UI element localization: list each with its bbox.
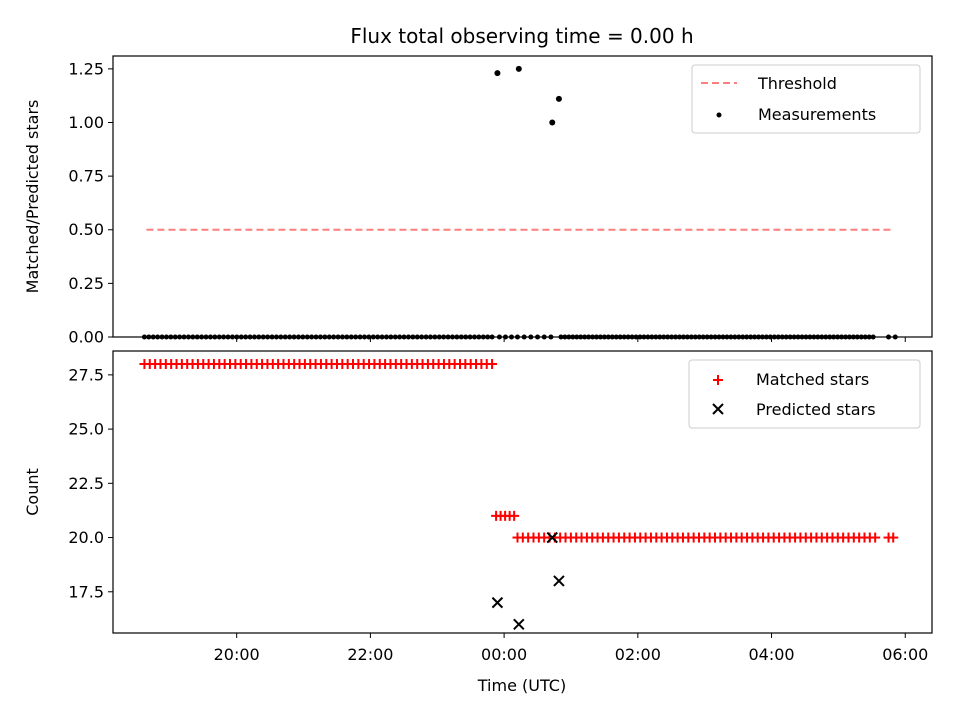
legend-measurement-dot-icon xyxy=(716,112,722,118)
bottom-y-tick-label: 20.0 xyxy=(68,528,104,547)
measurement-point xyxy=(515,65,522,72)
top-y-axis-label: Matched/Predicted stars xyxy=(23,100,42,294)
bottom-legend-box xyxy=(688,359,921,429)
top-y-tick-label: 0.75 xyxy=(68,167,104,186)
top-legend-box xyxy=(691,64,921,134)
legend-threshold-label: Threshold xyxy=(757,74,837,93)
bottom-y-tick-label: 17.5 xyxy=(68,582,104,601)
measurement-point xyxy=(555,95,562,102)
measurement-point xyxy=(494,70,501,77)
top-y-tick-label: 0.25 xyxy=(68,274,104,293)
legend-measurements-label: Measurements xyxy=(758,105,876,124)
x-tick-label: 06:00 xyxy=(882,645,928,664)
bottom-legend: Matched stars Predicted stars xyxy=(688,359,921,429)
top-y-tick-label: 0.00 xyxy=(68,328,104,347)
top-x-axis xyxy=(236,337,906,342)
bottom-y-axis-label: Count xyxy=(23,468,42,516)
bottom-y-tick-label: 22.5 xyxy=(68,474,104,493)
legend-matched-label: Matched stars xyxy=(756,370,869,389)
top-y-tick-label: 0.50 xyxy=(68,220,104,239)
top-y-tick-label: 1.25 xyxy=(68,59,104,78)
predicted-star-marker xyxy=(513,618,525,631)
chart-title: Flux total observing time = 0.00 h xyxy=(350,24,693,48)
top-plot-area xyxy=(141,65,898,340)
bottom-y-tick-label: 27.5 xyxy=(68,365,104,384)
matched-star-marker xyxy=(487,359,498,370)
legend-plus-marker-icon xyxy=(713,375,723,385)
predicted-star-marker xyxy=(553,575,565,587)
bottom-y-tick-label: 25.0 xyxy=(68,420,104,439)
x-tick-label: 02:00 xyxy=(615,645,661,664)
bottom-y-axis: 17.5 20.0 22.5 25.0 27.5 xyxy=(68,365,113,601)
top-legend: Threshold Measurements xyxy=(691,64,921,134)
x-tick-label: 04:00 xyxy=(748,645,794,664)
bottom-axes-frame xyxy=(112,350,933,634)
top-y-axis: 0.00 0.25 0.50 0.75 1.00 1.25 xyxy=(68,59,113,347)
legend-predicted-label: Predicted stars xyxy=(756,400,876,419)
predicted-star-marker xyxy=(491,596,504,609)
x-tick-label: 00:00 xyxy=(481,645,527,664)
bottom-panel: 17.5 20.0 22.5 25.0 27.5 20:00 22:00 00:00 02:0… xyxy=(23,350,933,695)
matched-star-marker xyxy=(888,532,899,543)
legend-x-marker-icon xyxy=(712,403,724,415)
bottom-x-axis: 20:00 22:00 00:00 02:00 04:00 06:00 xyxy=(214,633,928,664)
x-axis-label: Time (UTC) xyxy=(477,676,566,695)
predicted-star-marker xyxy=(546,531,558,544)
bottom-plot-area xyxy=(139,359,899,631)
measurement-point xyxy=(549,119,556,126)
x-tick-label: 20:00 xyxy=(214,645,260,664)
x-tick-label: 22:00 xyxy=(347,645,393,664)
matched-star-marker xyxy=(509,510,520,521)
top-panel: 0.00 0.25 0.50 0.75 1.00 1.25 Matched/Predict… xyxy=(23,55,933,347)
matched-star-marker xyxy=(870,532,881,543)
top-axes-frame xyxy=(112,55,933,338)
top-y-tick-label: 1.00 xyxy=(68,113,104,132)
